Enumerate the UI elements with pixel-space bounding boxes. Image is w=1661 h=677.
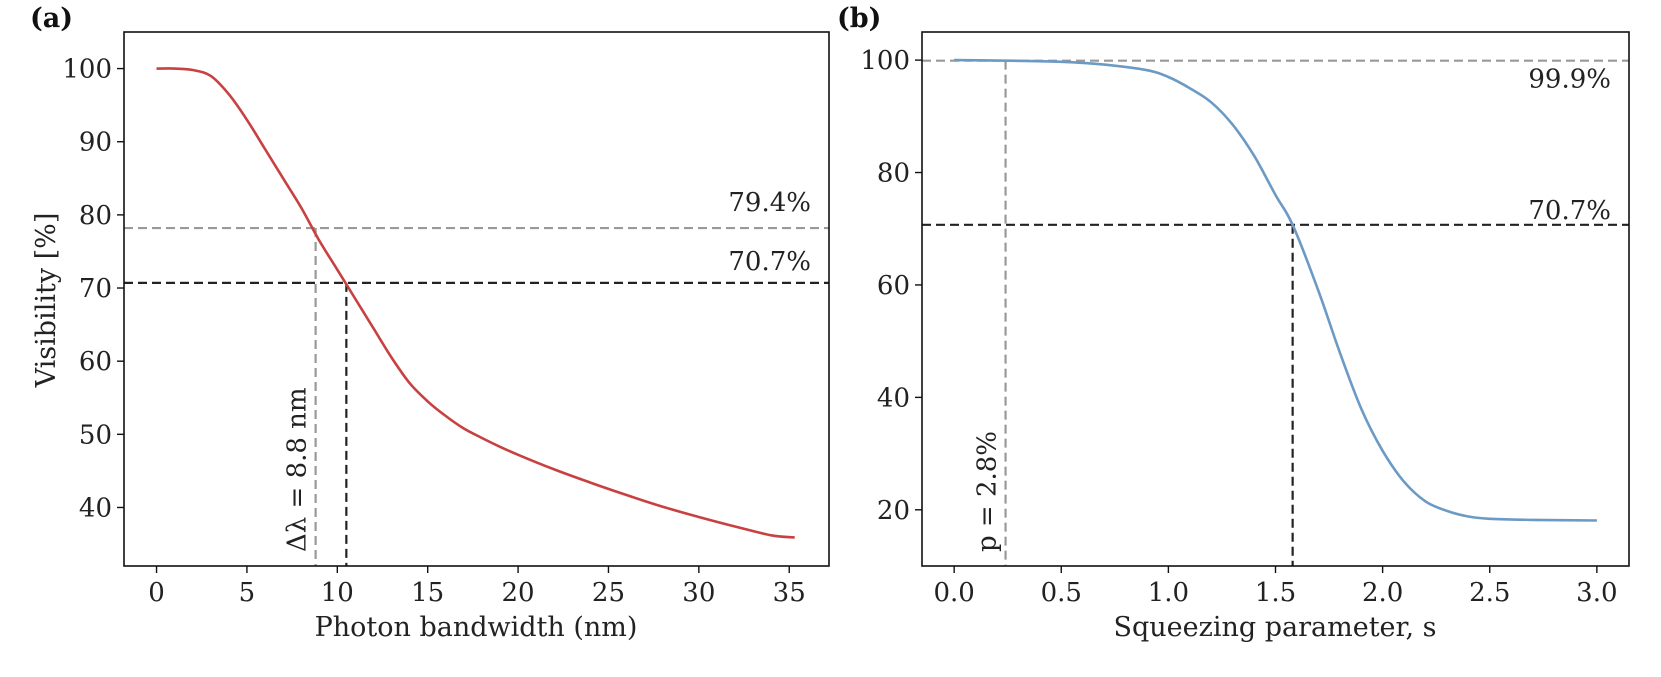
panel-a-x-tick-label: 30 <box>682 578 715 608</box>
panel-b-y-tick-label: 60 <box>877 271 910 301</box>
panel-a-y-tick-label: 60 <box>79 347 112 377</box>
panel-b-x-tick-label: 0.0 <box>933 578 974 608</box>
panel-b-annotation-99-9: 99.9% <box>1528 65 1611 95</box>
panel-a-annotation-79-4: 79.4% <box>728 188 811 218</box>
panel-a-label: (a) <box>30 3 73 34</box>
panel-b: (b) 0.0 0.5 1.0 1.5 2.0 2.5 3.0 20 40 60 80 100 99.… <box>837 3 1630 643</box>
panel-b-y-tick-label: 40 <box>877 383 910 413</box>
panel-b-y-tick-label: 20 <box>877 496 910 526</box>
panel-b-annotation-70-7: 70.7% <box>1528 196 1611 226</box>
panel-a-visibility-curve <box>156 67 795 539</box>
panel-b-x-tick-label: 0.5 <box>1041 578 1082 608</box>
panel-b-label: (b) <box>837 3 881 34</box>
panel-b-x-tick-label: 2.5 <box>1469 578 1510 608</box>
panel-b-probability-annotation: p = 2.8% <box>973 431 1003 552</box>
panel-a-y-axis-label: Visibility [%] <box>31 213 62 389</box>
panel-b-x-tick-label: 3.0 <box>1576 578 1617 608</box>
panel-b-y-tick-label: 80 <box>877 159 910 189</box>
panel-a-y-tick-label: 50 <box>79 420 112 450</box>
panel-a-y-tick-label: 40 <box>79 493 112 523</box>
panel-a-annotation-70-7: 70.7% <box>728 247 811 277</box>
panel-a-x-tick-label: 0 <box>148 578 165 608</box>
panel-b-ticks: 0.0 0.5 1.0 1.5 2.0 2.5 3.0 20 40 60 80 100 <box>860 46 1617 608</box>
panel-a-y-tick-label: 100 <box>62 55 112 85</box>
panel-a-bandwidth-annotation: Δλ = 8.8 nm <box>283 387 313 552</box>
panel-b-y-tick-label: 100 <box>860 46 910 76</box>
panel-a-x-tick-label: 5 <box>239 578 256 608</box>
panel-b-x-tick-label: 1.5 <box>1255 578 1296 608</box>
panel-a-x-tick-label: 25 <box>592 578 625 608</box>
panel-b-visibility-curve <box>954 58 1597 522</box>
panel-a-y-tick-label: 80 <box>79 201 112 231</box>
panel-a-reference-lines <box>124 226 829 566</box>
panel-b-axes-frame <box>921 31 1630 567</box>
panel-a-ticks: 0 5 10 15 20 25 30 35 40 50 60 70 80 90 100 <box>62 55 805 608</box>
panel-a-y-tick-label: 70 <box>79 274 112 304</box>
panel-a-x-tick-label: 20 <box>502 578 535 608</box>
panel-a-x-tick-label: 10 <box>321 578 354 608</box>
panel-a-x-axis-label: Photon bandwidth (nm) <box>315 612 638 643</box>
panel-b-reference-lines <box>922 59 1629 566</box>
panel-b-x-tick-label: 1.0 <box>1148 578 1189 608</box>
panel-a-x-tick-label: 35 <box>773 578 806 608</box>
panel-a-x-tick-label: 15 <box>411 578 444 608</box>
panel-a-axes-frame <box>123 31 830 567</box>
panel-b-x-axis-label: Squeezing parameter, s <box>1114 612 1437 643</box>
panel-a-y-tick-label: 90 <box>79 128 112 158</box>
panel-b-x-tick-label: 2.0 <box>1362 578 1403 608</box>
